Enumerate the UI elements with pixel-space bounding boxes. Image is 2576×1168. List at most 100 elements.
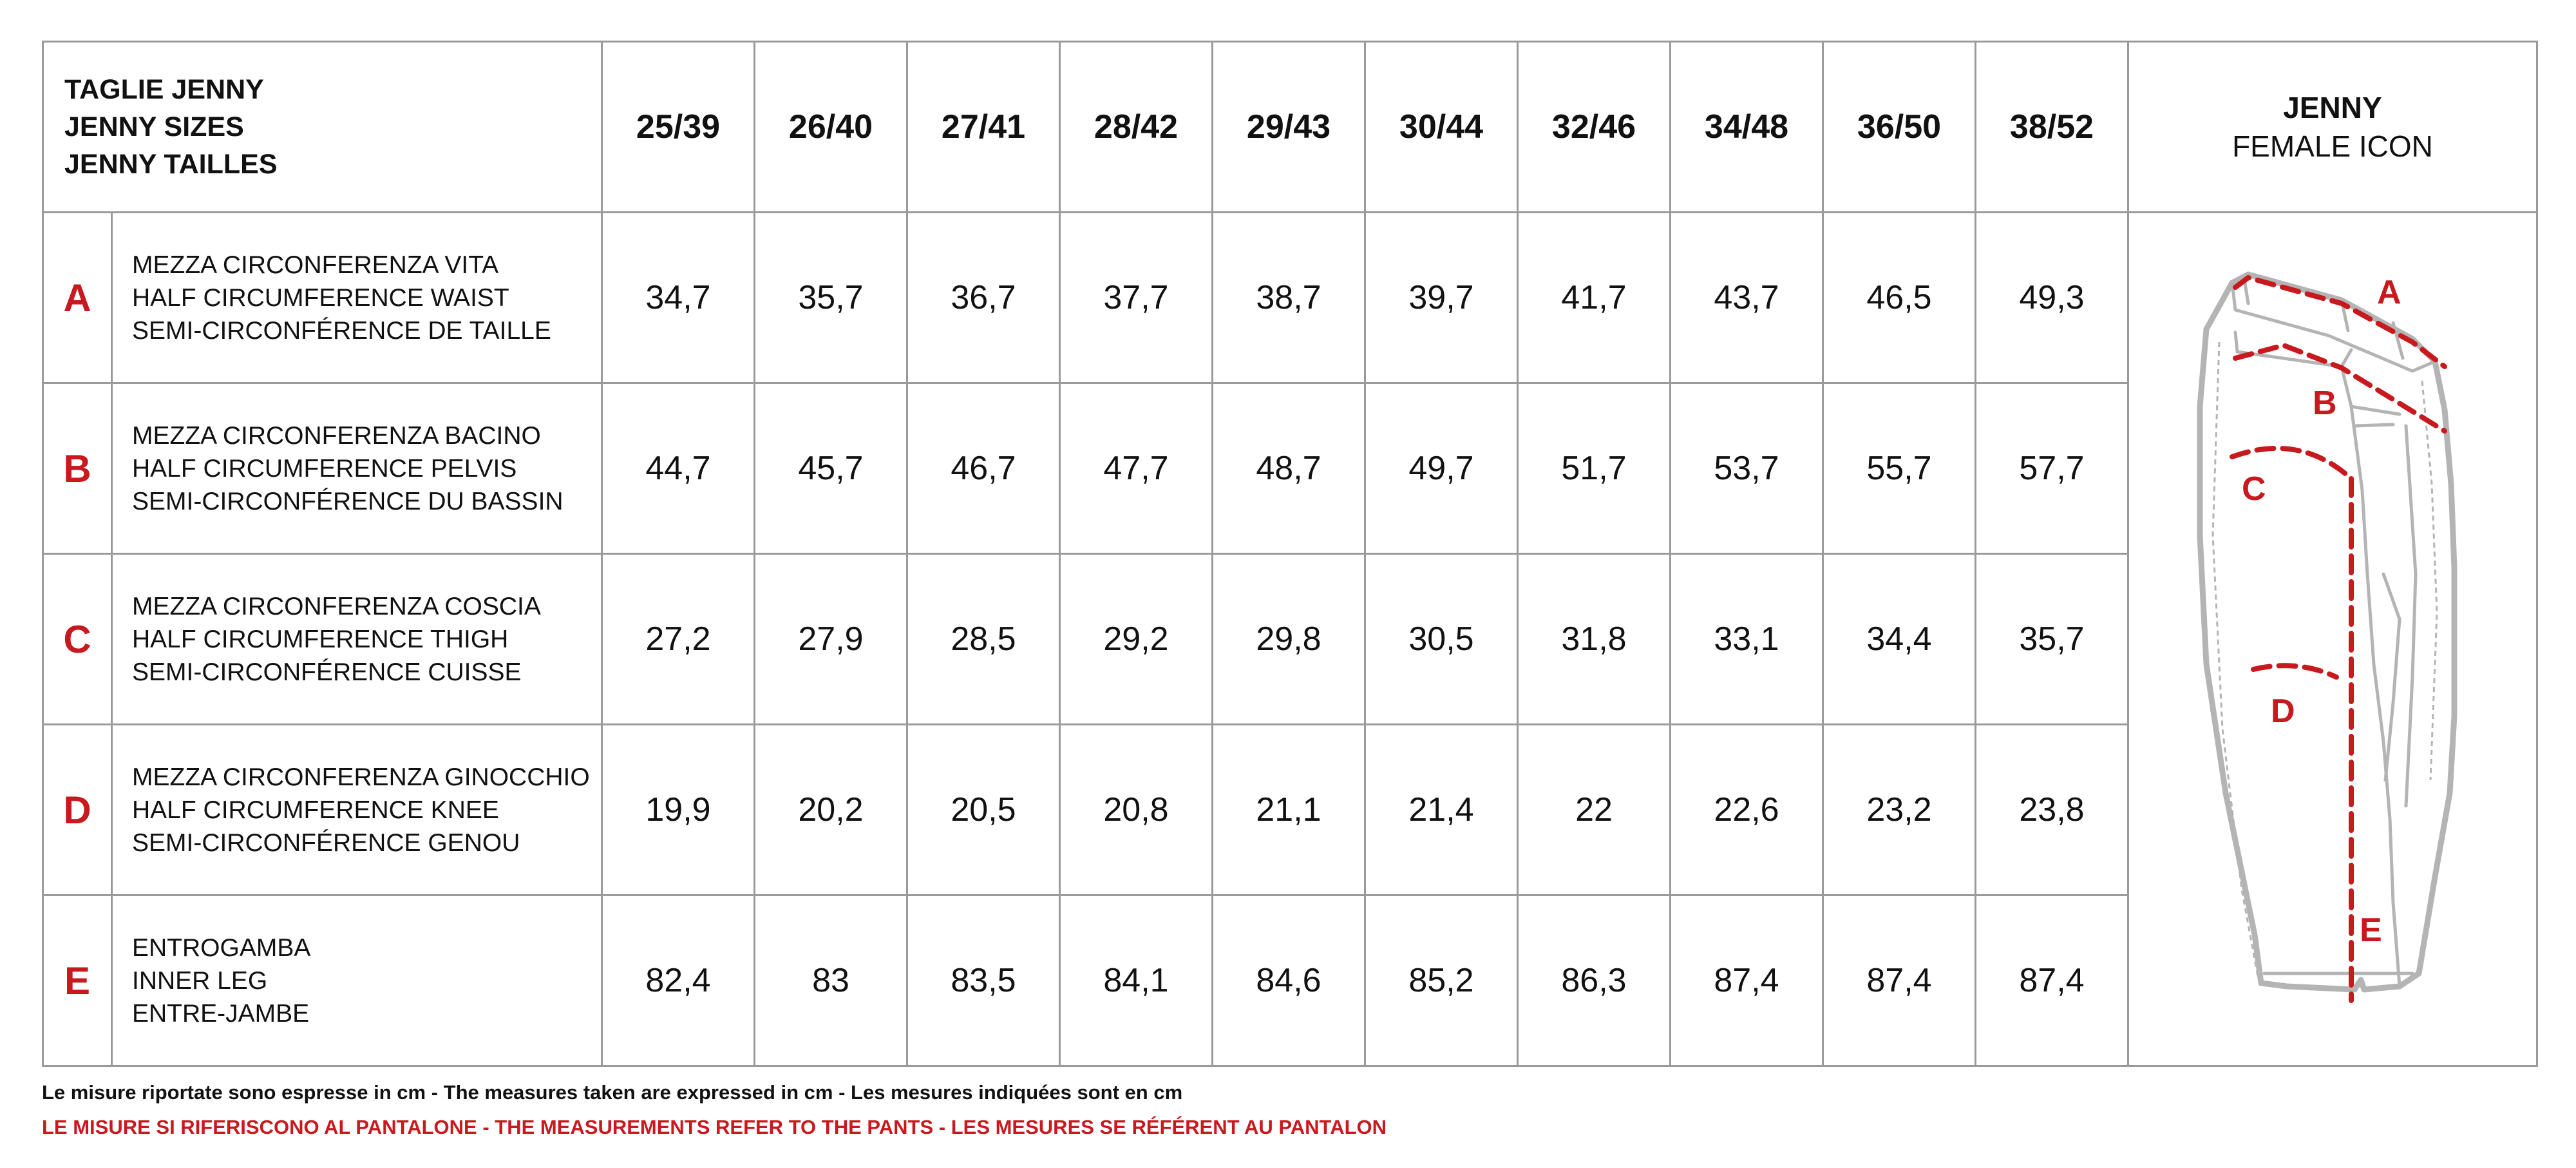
measurement-value: 57,7 [1975, 382, 2129, 555]
measurement-value: 51,7 [1517, 382, 1671, 555]
measurement-label-line: HALF CIRCUMFERENCE PELVIS [132, 454, 517, 483]
size-header: 28/42 [1059, 41, 1213, 213]
measurement-value: 23,2 [1822, 723, 1976, 896]
measurement-label-line: SEMI-CIRCONFÉRENCE GENOU [132, 828, 520, 857]
icon-subtitle: FEMALE ICON [2232, 129, 2433, 163]
measurement-value: 29,2 [1059, 553, 1213, 725]
measurement-value: 35,7 [1975, 553, 2129, 725]
units-note: Le misure riportate sono espresse in cm … [42, 1081, 1183, 1104]
measurement-label-line: MEZZA CIRCONFERENZA COSCIA [132, 592, 541, 620]
measurement-value: 22 [1517, 723, 1671, 896]
pants-measurement-icon: A B C D E [2197, 271, 2458, 1003]
pants-label-e: E [2360, 912, 2382, 949]
pants-label-d: D [2271, 693, 2295, 730]
measurement-value: 43,7 [1669, 211, 1824, 384]
measurement-value: 33,1 [1669, 553, 1824, 725]
measurement-value: 49,7 [1364, 382, 1519, 555]
measurement-value: 53,7 [1669, 382, 1824, 555]
measurement-value: 34,4 [1822, 553, 1976, 725]
measurement-label-line: HALF CIRCUMFERENCE KNEE [132, 796, 499, 824]
pants-label-c: C [2242, 470, 2266, 508]
measurement-value: 87,4 [1975, 894, 2129, 1067]
measurement-value: 29,8 [1211, 553, 1366, 725]
measurement-value: 39,7 [1364, 211, 1519, 384]
measurement-value: 41,7 [1517, 211, 1671, 384]
measurement-value: 19,9 [601, 723, 755, 896]
measurement-label-line: MEZZA CIRCONFERENZA GINOCCHIO [132, 763, 590, 791]
measurement-value: 46,5 [1822, 211, 1976, 384]
measurement-value: 30,5 [1364, 553, 1519, 725]
size-header: 27/41 [906, 41, 1061, 213]
measurement-value: 87,4 [1669, 894, 1824, 1067]
measurement-label-line: MEZZA CIRCONFERENZA BACINO [132, 421, 541, 450]
measurement-letter: D [42, 723, 113, 896]
measurement-value: 44,7 [601, 382, 755, 555]
pants-label-b: B [2313, 385, 2337, 422]
measurement-value: 34,7 [601, 211, 755, 384]
measurement-letter: E [42, 894, 113, 1067]
title-line-en: JENNY SIZES [64, 111, 244, 142]
measurement-label-line: ENTROGAMBA [132, 933, 311, 962]
measurement-value: 20,8 [1059, 723, 1213, 896]
measurement-value: 23,8 [1975, 723, 2129, 896]
measurement-value: 22,6 [1669, 723, 1824, 896]
measurement-value: 36,7 [906, 211, 1061, 384]
measurement-value: 84,6 [1211, 894, 1366, 1067]
measurement-label-line: MEZZA CIRCONFERENZA VITA [132, 251, 499, 279]
measurement-row-d: D MEZZA CIRCONFERENZA GINOCCHIO HALF CIRCU… [42, 723, 2537, 896]
header-row: TAGLIE JENNY JENNY SIZES JENNY TAILLES 2… [42, 41, 2538, 213]
icon-title: JENNY [2283, 91, 2382, 124]
measurement-value: 83 [753, 894, 908, 1067]
measurement-letter: B [42, 382, 113, 555]
title-line-fr: JENNY TAILLES [64, 149, 278, 180]
measurement-label: MEZZA CIRCONFERENZA VITA HALF CIRCUMFEREN… [111, 211, 603, 384]
measurement-value: 20,2 [753, 723, 908, 896]
size-header: 29/43 [1211, 41, 1366, 213]
pants-warning-note: LE MISURE SI RIFERISCONO AL PANTALONE - … [42, 1116, 1387, 1138]
measurement-row-b: B MEZZA CIRCONFERENZA BACINO HALF CIRCUMFE… [42, 382, 2537, 555]
measurement-value: 21,1 [1211, 723, 1366, 896]
measurement-value: 31,8 [1517, 553, 1671, 725]
measurement-value: 27,2 [601, 553, 755, 725]
size-chart-table: TAGLIE JENNY JENNY SIZES JENNY TAILLES 2… [42, 41, 2538, 1067]
pants-illustration-cell: A B C D E [2127, 211, 2538, 1067]
measurement-row-a: A MEZZA CIRCONFERENZA VITA HALF CIRCUMFERE… [42, 211, 2538, 1067]
size-header: 34/48 [1669, 41, 1824, 213]
measurement-value: 55,7 [1822, 382, 1976, 555]
measurement-value: 35,7 [753, 211, 908, 384]
measurement-value: 49,3 [1975, 211, 2129, 384]
measurement-value: 48,7 [1211, 382, 1366, 555]
size-header: 26/40 [753, 41, 908, 213]
measurement-value: 21,4 [1364, 723, 1519, 896]
measurement-label-line: ENTRE-JAMBE [132, 999, 310, 1028]
measurement-label: MEZZA CIRCONFERENZA GINOCCHIO HALF CIRCUM… [111, 723, 603, 896]
measurement-value: 82,4 [601, 894, 755, 1067]
measurement-row-c: C MEZZA CIRCONFERENZA COSCIA HALF CIRCUMFE… [42, 553, 2537, 725]
size-header: 25/39 [601, 41, 755, 213]
size-header: 32/46 [1517, 41, 1671, 213]
measurement-value: 38,7 [1211, 211, 1366, 384]
measurement-value: 27,9 [753, 553, 908, 725]
measurement-value: 37,7 [1059, 211, 1213, 384]
measurement-value: 20,5 [906, 723, 1061, 896]
measurement-value: 45,7 [753, 382, 908, 555]
chart-title: TAGLIE JENNY JENNY SIZES JENNY TAILLES [42, 41, 603, 213]
pants-label-a: A [2377, 274, 2401, 311]
measurement-value: 46,7 [906, 382, 1061, 555]
size-header: 38/52 [1975, 41, 2129, 213]
title-line-it: TAGLIE JENNY [64, 74, 264, 105]
measurement-value: 47,7 [1059, 382, 1213, 555]
size-header: 30/44 [1364, 41, 1519, 213]
measurement-value: 86,3 [1517, 894, 1671, 1067]
icon-header: JENNY FEMALE ICON [2127, 41, 2538, 213]
measurement-label-line: HALF CIRCUMFERENCE THIGH [132, 625, 509, 653]
measurement-letter: A [42, 211, 113, 384]
measurement-label: MEZZA CIRCONFERENZA BACINO HALF CIRCUMFER… [111, 382, 603, 555]
measurement-label-line: SEMI-CIRCONFÉRENCE DE TAILLE [132, 316, 551, 345]
measurement-label-line: INNER LEG [132, 966, 268, 995]
measurement-label-line: SEMI-CIRCONFÉRENCE CUISSE [132, 658, 522, 686]
measurement-label-line: SEMI-CIRCONFÉRENCE DU BASSIN [132, 487, 564, 515]
measurement-label-line: HALF CIRCUMFERENCE WAIST [132, 283, 509, 312]
measurement-row-e: E ENTROGAMBA INNER LEG ENTRE-JAMBE 82,4 83 83,… [42, 894, 2537, 1067]
size-header: 36/50 [1822, 41, 1976, 213]
